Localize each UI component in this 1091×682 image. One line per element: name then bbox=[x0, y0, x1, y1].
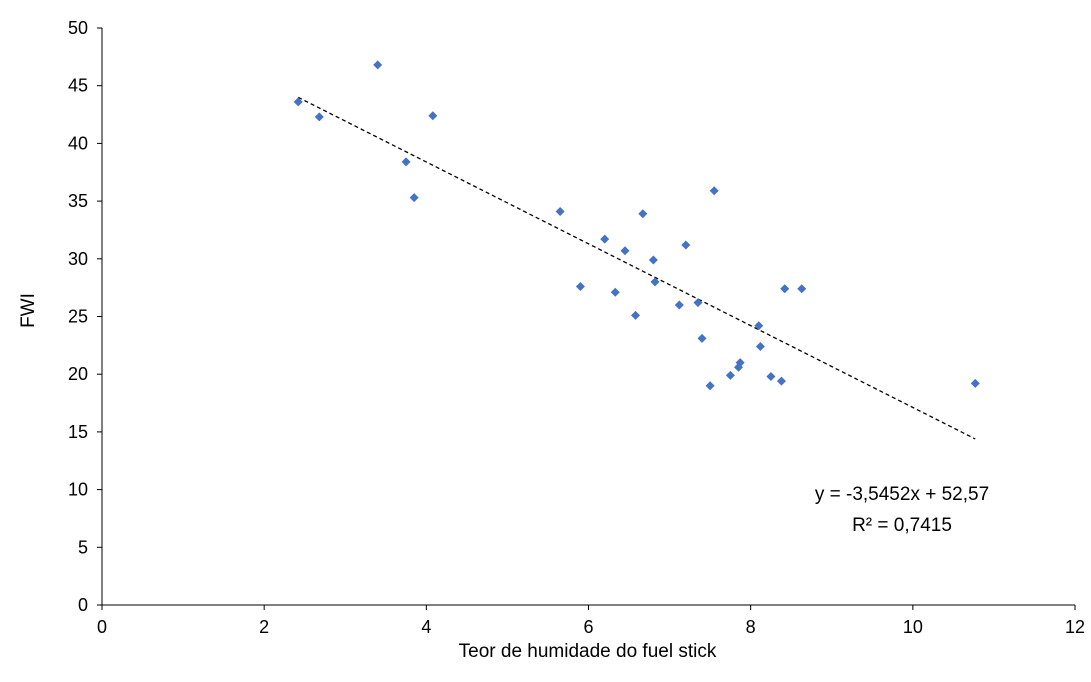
trendline-equation: y = -3,5452x + 52,57 bbox=[815, 484, 989, 505]
data-point bbox=[681, 240, 691, 250]
x-axis-ticks: 0 2 4 6 8 10 12 bbox=[97, 605, 1085, 637]
x-tick-label: 0 bbox=[97, 617, 107, 637]
data-point bbox=[697, 333, 707, 343]
y-tick-label: 35 bbox=[68, 191, 88, 211]
x-tick-label: 12 bbox=[1065, 617, 1085, 637]
data-point bbox=[631, 310, 641, 320]
y-tick-label: 45 bbox=[68, 76, 88, 96]
data-point bbox=[575, 281, 585, 291]
data-point bbox=[314, 112, 324, 122]
trendline bbox=[297, 96, 976, 440]
data-point bbox=[754, 321, 764, 331]
data-point bbox=[766, 372, 776, 382]
data-point bbox=[401, 157, 411, 167]
data-point bbox=[293, 97, 303, 107]
data-point bbox=[409, 193, 419, 203]
data-point bbox=[428, 111, 438, 121]
y-tick-label: 30 bbox=[68, 249, 88, 269]
data-point bbox=[709, 186, 719, 196]
data-point bbox=[725, 370, 735, 380]
y-tick-label: 20 bbox=[68, 364, 88, 384]
x-axis-title: Teor de humidade do fuel stick bbox=[459, 641, 717, 662]
data-point bbox=[755, 342, 765, 352]
trendline-r-squared: R² = 0,7415 bbox=[852, 515, 952, 536]
data-point bbox=[638, 209, 648, 219]
y-tick-label: 10 bbox=[68, 480, 88, 500]
data-point bbox=[610, 287, 620, 297]
y-axis-ticks: 0 5 10 15 20 25 30 35 40 45 50 bbox=[68, 18, 102, 615]
x-tick-label: 6 bbox=[583, 617, 593, 637]
data-point bbox=[735, 358, 745, 368]
data-point bbox=[650, 277, 660, 287]
data-point bbox=[780, 284, 790, 294]
x-tick-label: 2 bbox=[259, 617, 269, 637]
data-point bbox=[555, 206, 565, 216]
data-point bbox=[373, 60, 383, 70]
data-point bbox=[970, 378, 980, 388]
data-point bbox=[705, 381, 715, 391]
data-points bbox=[293, 60, 980, 391]
data-point bbox=[776, 376, 786, 386]
data-point bbox=[797, 284, 807, 294]
y-tick-label: 25 bbox=[68, 307, 88, 327]
x-tick-label: 4 bbox=[421, 617, 431, 637]
data-point bbox=[648, 255, 658, 265]
y-tick-label: 40 bbox=[68, 133, 88, 153]
data-point bbox=[600, 234, 610, 244]
data-point bbox=[674, 300, 684, 310]
x-tick-label: 10 bbox=[903, 617, 923, 637]
y-tick-label: 0 bbox=[78, 595, 88, 615]
data-point bbox=[620, 246, 630, 256]
x-tick-label: 8 bbox=[746, 617, 756, 637]
y-tick-label: 5 bbox=[78, 537, 88, 557]
y-tick-label: 15 bbox=[68, 422, 88, 442]
axes: 0 2 4 6 8 10 12 0 5 10 15 20 25 30 35 40 45 50 bbox=[68, 18, 1085, 637]
y-axis-title: FWI bbox=[18, 293, 39, 328]
data-point bbox=[693, 298, 703, 308]
y-tick-label: 50 bbox=[68, 18, 88, 38]
